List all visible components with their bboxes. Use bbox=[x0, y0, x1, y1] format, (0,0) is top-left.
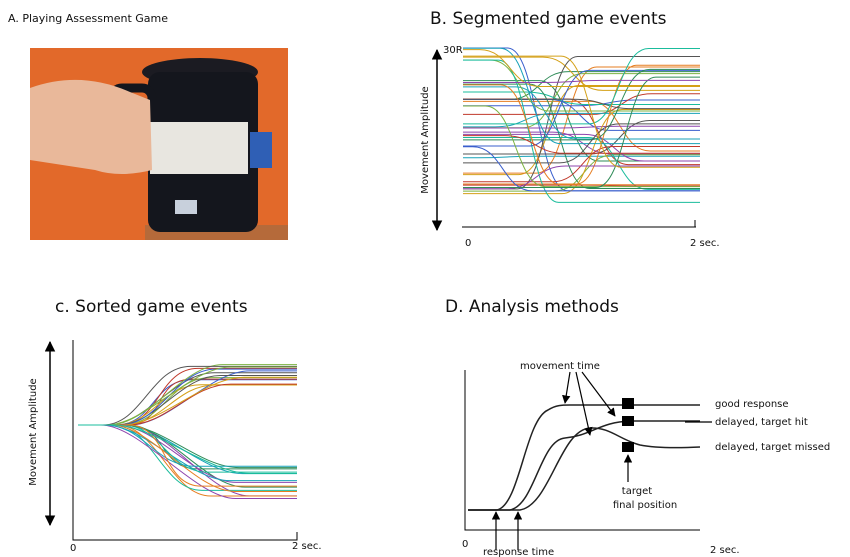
trace bbox=[463, 57, 700, 189]
trace bbox=[78, 365, 297, 425]
axis-label: 2 sec. bbox=[710, 545, 740, 556]
photo bbox=[30, 48, 288, 240]
trace bbox=[78, 385, 297, 425]
annotation: movement time bbox=[520, 361, 600, 372]
trace bbox=[463, 156, 700, 158]
annotation: delayed, target hit bbox=[715, 417, 808, 428]
axis-label: 2 sec. bbox=[292, 541, 322, 552]
annotation: response time bbox=[483, 547, 554, 557]
trace bbox=[78, 385, 297, 425]
annotation: target bbox=[622, 486, 652, 497]
trace bbox=[463, 48, 700, 143]
response-curves bbox=[468, 405, 700, 510]
panel-title: B. Segmented game events bbox=[430, 9, 667, 29]
trace bbox=[78, 425, 297, 496]
axis-label: 0 bbox=[462, 539, 468, 550]
trace bbox=[78, 425, 297, 487]
axis-label: 2 sec. bbox=[690, 238, 720, 249]
arrows bbox=[496, 372, 712, 550]
trace bbox=[78, 425, 297, 469]
top-label: 30R bbox=[443, 45, 463, 56]
trace bbox=[463, 109, 700, 193]
annotation: delayed, target missed bbox=[715, 442, 830, 453]
annotation: final position bbox=[613, 500, 677, 511]
target-markers bbox=[622, 398, 634, 452]
sorted-traces bbox=[78, 365, 297, 499]
panel-title: D. Analysis methods bbox=[445, 297, 619, 317]
trace bbox=[78, 425, 297, 486]
trace bbox=[78, 384, 297, 425]
axis-label: Movement Amplitude bbox=[28, 378, 39, 485]
trace bbox=[78, 425, 297, 492]
axis-label: Movement Amplitude bbox=[420, 86, 431, 193]
axis bbox=[73, 340, 297, 540]
panel-title: A. Playing Assessment Game bbox=[8, 12, 168, 25]
axis-label: 0 bbox=[465, 238, 471, 249]
event-traces bbox=[463, 48, 700, 202]
annotation: good response bbox=[715, 399, 789, 410]
figure: A. Playing Assessment Game B. Segmented … bbox=[0, 0, 850, 557]
axis-label: 0 bbox=[70, 543, 76, 554]
panel-title: c. Sorted game events bbox=[55, 297, 248, 317]
